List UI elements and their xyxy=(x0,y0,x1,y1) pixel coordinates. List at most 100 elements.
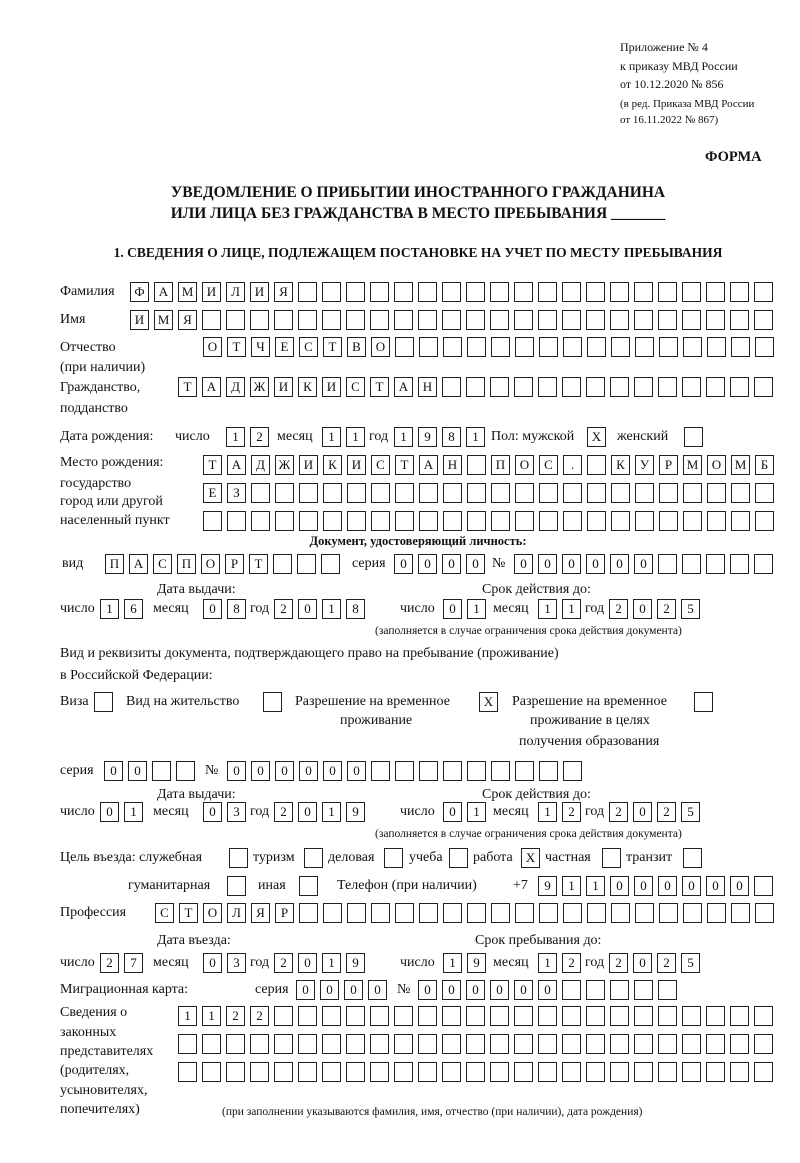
char-box[interactable] xyxy=(514,377,533,397)
char-box[interactable] xyxy=(323,483,342,503)
char-box[interactable]: 0 xyxy=(344,980,363,1000)
char-box[interactable] xyxy=(587,511,606,531)
char-box[interactable]: 2 xyxy=(657,802,676,822)
char-box[interactable]: 0 xyxy=(442,554,461,574)
char-box[interactable] xyxy=(321,554,340,574)
char-box[interactable]: 0 xyxy=(562,554,581,574)
char-box[interactable] xyxy=(730,377,749,397)
char-box[interactable]: 0 xyxy=(490,980,509,1000)
char-box[interactable]: 8 xyxy=(442,427,461,447)
char-box[interactable]: Т xyxy=(370,377,389,397)
char-box[interactable]: 7 xyxy=(124,953,143,973)
char-box[interactable]: У xyxy=(635,455,654,475)
char-box[interactable]: О xyxy=(707,455,726,475)
char-box[interactable] xyxy=(635,337,654,357)
char-box[interactable]: 6 xyxy=(124,599,143,619)
char-box[interactable] xyxy=(251,511,270,531)
char-box[interactable] xyxy=(707,337,726,357)
char-box[interactable] xyxy=(658,1034,677,1054)
char-box[interactable]: 1 xyxy=(124,802,143,822)
char-box[interactable] xyxy=(323,903,342,923)
char-box[interactable] xyxy=(490,1006,509,1026)
char-box[interactable]: 1 xyxy=(346,427,365,447)
char-box[interactable] xyxy=(250,1062,269,1082)
char-box[interactable] xyxy=(490,1034,509,1054)
char-box[interactable]: П xyxy=(177,554,196,574)
char-box[interactable] xyxy=(659,337,678,357)
char-box[interactable] xyxy=(587,903,606,923)
char-box[interactable] xyxy=(370,1006,389,1026)
char-box[interactable] xyxy=(274,1006,293,1026)
char-box[interactable]: 2 xyxy=(274,599,293,619)
char-box[interactable]: 5 xyxy=(681,953,700,973)
char-box[interactable]: 1 xyxy=(562,599,581,619)
char-box[interactable]: 0 xyxy=(275,761,294,781)
char-box[interactable] xyxy=(706,282,725,302)
char-box[interactable] xyxy=(658,1062,677,1082)
char-box[interactable] xyxy=(275,483,294,503)
char-box[interactable]: 0 xyxy=(227,761,246,781)
char-box[interactable] xyxy=(730,1006,749,1026)
char-box[interactable] xyxy=(539,761,558,781)
char-box[interactable] xyxy=(394,1006,413,1026)
char-box[interactable] xyxy=(298,1062,317,1082)
char-box[interactable] xyxy=(514,1062,533,1082)
char-box[interactable] xyxy=(226,310,245,330)
char-box[interactable] xyxy=(731,903,750,923)
char-box[interactable]: 9 xyxy=(346,802,365,822)
char-box[interactable]: Л xyxy=(227,903,246,923)
char-box[interactable] xyxy=(539,483,558,503)
char-box[interactable] xyxy=(250,310,269,330)
char-box[interactable] xyxy=(371,511,390,531)
char-box[interactable]: 0 xyxy=(610,554,629,574)
char-box[interactable] xyxy=(442,1062,461,1082)
char-box[interactable]: 1 xyxy=(538,599,557,619)
char-box[interactable] xyxy=(539,903,558,923)
char-box[interactable]: М xyxy=(178,282,197,302)
char-box[interactable] xyxy=(587,337,606,357)
char-box[interactable]: Т xyxy=(323,337,342,357)
char-box[interactable] xyxy=(202,310,221,330)
char-box[interactable] xyxy=(562,980,581,1000)
char-box[interactable]: К xyxy=(323,455,342,475)
char-box[interactable] xyxy=(683,848,702,868)
char-box[interactable]: Р xyxy=(659,455,678,475)
char-box[interactable] xyxy=(514,1034,533,1054)
char-box[interactable] xyxy=(538,282,557,302)
char-box[interactable] xyxy=(299,483,318,503)
char-box[interactable]: 0 xyxy=(730,876,749,896)
char-box[interactable] xyxy=(754,310,773,330)
char-box[interactable] xyxy=(299,876,318,896)
char-box[interactable] xyxy=(323,511,342,531)
char-box[interactable] xyxy=(754,282,773,302)
char-box[interactable]: 0 xyxy=(128,761,147,781)
char-box[interactable] xyxy=(442,310,461,330)
char-box[interactable] xyxy=(491,903,510,923)
char-box[interactable] xyxy=(730,310,749,330)
char-box[interactable]: 2 xyxy=(609,953,628,973)
char-box[interactable]: 1 xyxy=(100,599,119,619)
char-box[interactable]: П xyxy=(105,554,124,574)
char-box[interactable] xyxy=(683,511,702,531)
char-box[interactable]: З xyxy=(227,483,246,503)
char-box[interactable] xyxy=(586,1034,605,1054)
char-box[interactable]: 1 xyxy=(178,1006,197,1026)
char-box[interactable] xyxy=(227,876,246,896)
char-box[interactable] xyxy=(298,282,317,302)
char-box[interactable] xyxy=(587,483,606,503)
char-box[interactable] xyxy=(394,310,413,330)
char-box[interactable] xyxy=(634,1006,653,1026)
char-box[interactable] xyxy=(346,1062,365,1082)
char-box[interactable] xyxy=(419,511,438,531)
char-box[interactable]: 0 xyxy=(100,802,119,822)
char-box[interactable] xyxy=(538,1034,557,1054)
char-box[interactable]: 2 xyxy=(562,953,581,973)
char-box[interactable] xyxy=(299,511,318,531)
char-box[interactable]: С xyxy=(371,455,390,475)
char-box[interactable] xyxy=(467,483,486,503)
char-box[interactable]: 0 xyxy=(514,554,533,574)
char-box[interactable] xyxy=(586,310,605,330)
char-box[interactable] xyxy=(384,848,403,868)
char-box[interactable]: 0 xyxy=(538,980,557,1000)
char-box[interactable] xyxy=(299,903,318,923)
